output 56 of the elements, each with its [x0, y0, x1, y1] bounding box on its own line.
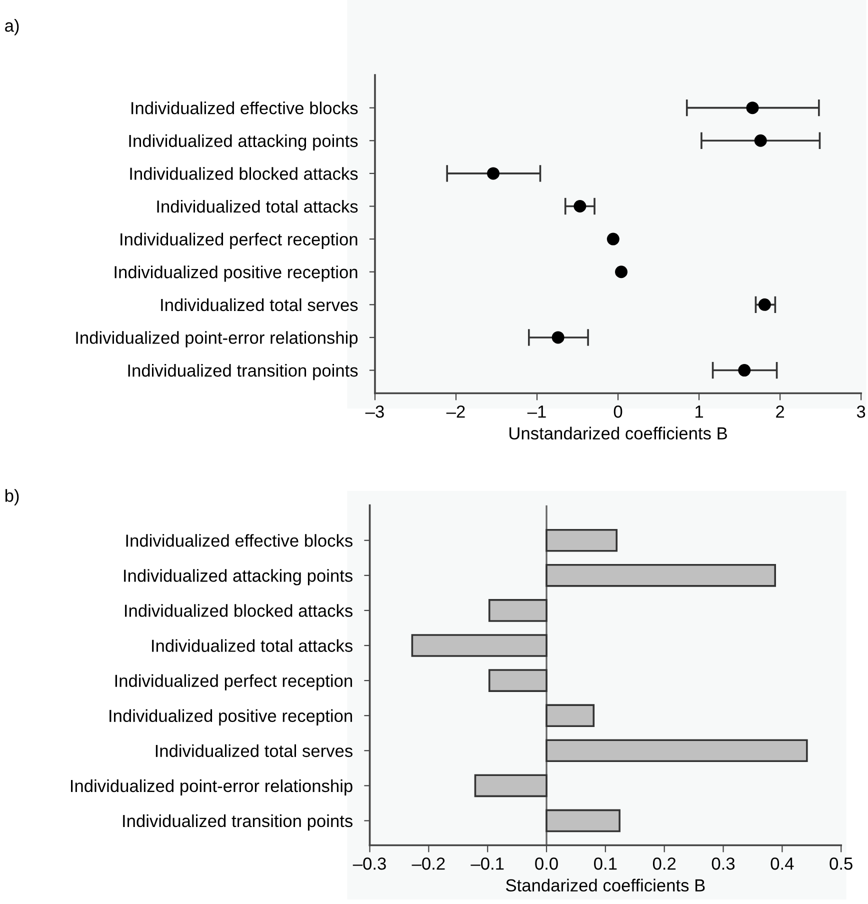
x-tick-label: 0.1 — [594, 858, 617, 870]
y-tick-label: Individualized point-error relationship — [71, 779, 352, 796]
y-tick-label: Individualized total serves — [161, 298, 358, 312]
x-axis-title: Unstandarized coefficients B — [510, 426, 727, 440]
x-tick-label: –1 — [527, 406, 546, 418]
point — [487, 167, 500, 180]
point — [738, 364, 751, 377]
x-tick-label: 1 — [696, 406, 704, 418]
text: a) — [5, 19, 19, 36]
point — [758, 298, 771, 311]
y-tick-label: Individualized total serves — [156, 744, 352, 758]
bar — [488, 669, 548, 692]
x-tick-label: 3 — [856, 406, 866, 418]
x-tick-label: –0.2 — [412, 858, 445, 870]
y-tick-label: Individualized blocked attacks — [130, 167, 358, 180]
y-tick-label: Individualized attacking points — [124, 569, 352, 586]
y-tick-label: Individualized blocked attacks — [125, 604, 352, 617]
y-tick-label: Individualized transition points — [123, 814, 352, 831]
y-tick-label: Individualized perfect reception — [120, 232, 358, 249]
x-tick-label: 0.3 — [712, 858, 735, 870]
bar — [546, 704, 595, 728]
x-tick-label: –3 — [365, 406, 384, 418]
x-tick-label: 0 — [614, 406, 622, 418]
bar — [546, 564, 776, 587]
x-axis-title: Standarized coefficients B — [506, 878, 705, 892]
y-tick-label: Individualized positive reception — [110, 709, 352, 726]
bar — [411, 634, 548, 657]
point — [552, 331, 564, 344]
point — [606, 232, 620, 246]
y-tick-label: Individualized total attacks — [152, 639, 352, 652]
y-tick-label: Individualized effective blocks — [126, 534, 352, 547]
x-tick-label: –0.3 — [352, 858, 386, 870]
x-tick-label: 0.4 — [770, 858, 794, 870]
bar — [546, 809, 620, 832]
y-tick-label: Individualized attacking points — [129, 134, 358, 151]
x-tick-label: 0.5 — [830, 858, 852, 870]
x-tick-label: 2 — [776, 406, 784, 418]
y-tick-label: Individualized effective blocks — [132, 102, 358, 114]
y-tick-label: Individualized perfect reception — [115, 674, 352, 690]
y-tick-label: Individualized positive reception — [114, 266, 358, 282]
bar — [488, 599, 548, 622]
x-tick-label: 0.2 — [652, 858, 676, 870]
bar — [474, 774, 548, 798]
x-tick-label: –0.1 — [470, 858, 504, 870]
point — [754, 134, 767, 147]
bar — [546, 528, 618, 552]
point — [615, 266, 628, 278]
bar — [546, 739, 808, 762]
point — [746, 102, 759, 114]
point — [574, 200, 586, 212]
y-tick-label: Individualized point-error relationship — [76, 331, 358, 348]
text: b) — [5, 489, 19, 506]
y-tick-label: Individualized transition points — [128, 364, 358, 380]
x-tick-label: –2 — [446, 406, 465, 418]
y-tick-label: Individualized total attacks — [157, 200, 358, 213]
x-tick-label: 0.0 — [535, 858, 558, 870]
